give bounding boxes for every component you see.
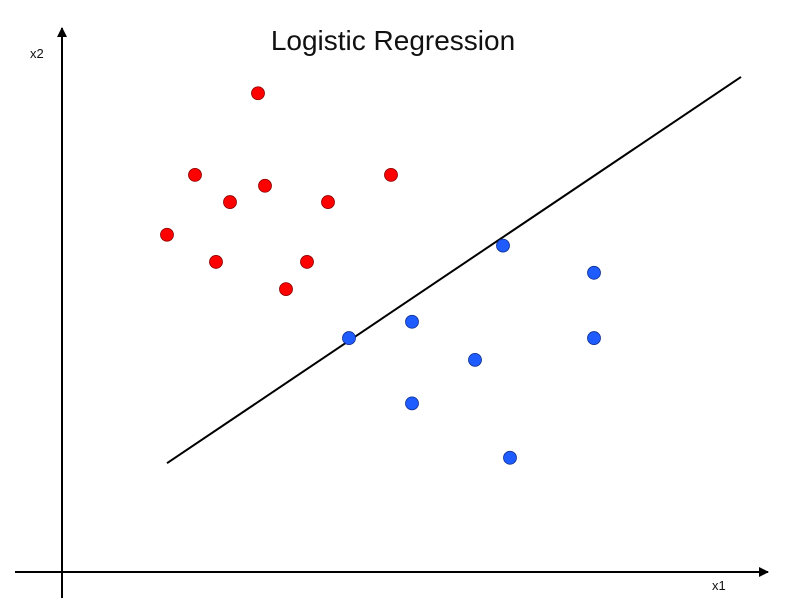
series-0-point-6 bbox=[160, 227, 174, 242]
x-axis-label: x1 bbox=[712, 578, 726, 593]
series-0-point-3 bbox=[258, 178, 272, 193]
series-0-point-0 bbox=[251, 86, 265, 101]
series-0-point-5 bbox=[384, 167, 398, 182]
y-axis-label: x2 bbox=[30, 46, 44, 61]
series-0-point-7 bbox=[209, 255, 223, 269]
series-1-point-3 bbox=[405, 396, 419, 411]
series-1-point-6 bbox=[587, 265, 601, 280]
series-0-point-8 bbox=[300, 255, 314, 269]
series-1-point-1 bbox=[405, 314, 419, 329]
series-0-point-1 bbox=[188, 167, 202, 182]
series-1-point-5 bbox=[496, 238, 510, 253]
series-0-point-2 bbox=[223, 195, 237, 209]
chart-title: Logistic Regression bbox=[271, 25, 515, 56]
series-1-point-4 bbox=[503, 450, 517, 465]
series-0-point-9 bbox=[279, 282, 293, 297]
series-1-point-7 bbox=[587, 331, 601, 345]
series-1-point-2 bbox=[468, 352, 482, 367]
series-1-point-0 bbox=[342, 331, 356, 345]
series-0-point-4 bbox=[321, 195, 335, 209]
decision-boundary-line bbox=[166, 76, 742, 465]
scatter-points bbox=[160, 86, 601, 465]
